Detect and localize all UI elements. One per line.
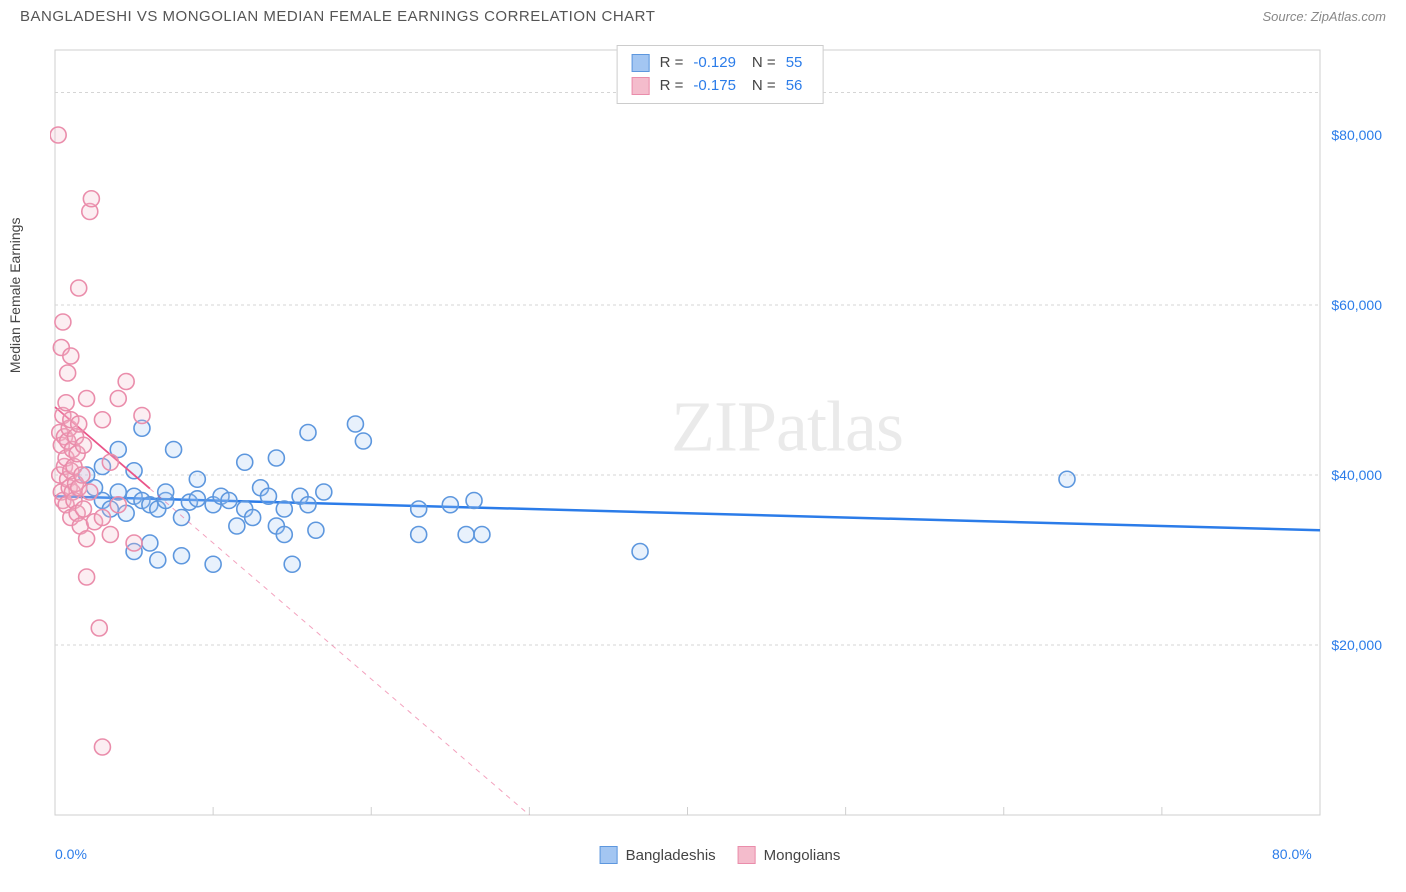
legend-item: Mongolians xyxy=(738,846,841,864)
header: BANGLADESHI VS MONGOLIAN MEDIAN FEMALE E… xyxy=(0,0,1406,29)
correlation-stats-box: R = -0.129 N = 55 R = -0.175 N = 56 xyxy=(617,45,824,104)
n-label: N = xyxy=(752,52,776,75)
chart-area: Median Female Earnings ZIPatlas R =-0.12… xyxy=(50,45,1390,840)
legend-swatch xyxy=(738,846,756,864)
n-value: 56 xyxy=(786,75,803,98)
n-value: 55 xyxy=(786,52,803,75)
series-swatch xyxy=(632,77,650,95)
r-label: R = xyxy=(660,75,684,98)
legend-label: Mongolians xyxy=(764,847,841,864)
stats-row: R = -0.175 N = 56 xyxy=(632,75,809,98)
r-value: -0.175 xyxy=(693,75,736,98)
y-axis-label: Median Female Earnings xyxy=(7,217,23,373)
legend-item: Bangladeshis xyxy=(600,846,716,864)
n-label: N = xyxy=(752,75,776,98)
legend-label: Bangladeshis xyxy=(626,847,716,864)
chart-title: BANGLADESHI VS MONGOLIAN MEDIAN FEMALE E… xyxy=(20,8,655,25)
r-value: -0.129 xyxy=(693,52,736,75)
x-tick-label: 80.0% xyxy=(1272,846,1312,862)
y-tick-label: $40,000 xyxy=(1331,467,1382,483)
legend-swatch xyxy=(600,846,618,864)
series-swatch xyxy=(632,54,650,72)
r-label: R = xyxy=(660,52,684,75)
y-tick-label: $80,000 xyxy=(1331,127,1382,143)
x-tick-label: 0.0% xyxy=(55,846,87,862)
y-tick-label: $60,000 xyxy=(1331,297,1382,313)
scatter-plot xyxy=(50,45,1390,840)
legend: Bangladeshis Mongolians xyxy=(600,846,841,864)
stats-row: R = -0.129 N = 55 xyxy=(632,52,809,75)
source-attribution: Source: ZipAtlas.com xyxy=(1262,9,1386,24)
y-tick-label: $20,000 xyxy=(1331,637,1382,653)
